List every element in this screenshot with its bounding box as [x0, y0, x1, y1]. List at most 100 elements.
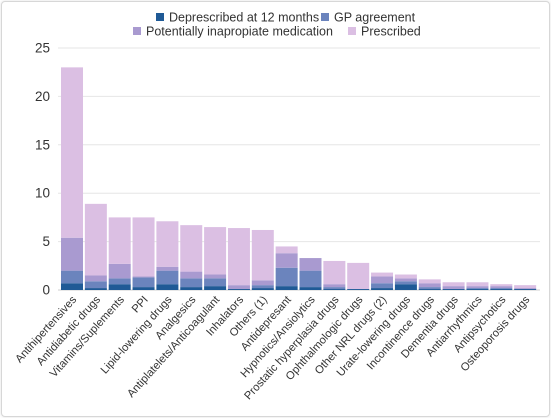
bar-stack	[275, 246, 298, 290]
bar-segment	[108, 284, 131, 290]
bar-segment	[394, 278, 417, 282]
bar-segment	[227, 289, 250, 290]
bar-segment	[61, 283, 83, 290]
bar-stack	[371, 272, 394, 290]
bar-segment	[84, 288, 107, 290]
bar-segment	[371, 272, 394, 277]
bar-segment	[108, 278, 131, 285]
bar-stack	[347, 262, 370, 290]
bar-segment	[490, 284, 513, 287]
bar-stack	[156, 221, 179, 290]
legend-label: Deprescribed at 12 months	[169, 11, 319, 25]
bar-segment	[204, 274, 227, 279]
legend-swatch	[321, 13, 329, 21]
y-tick-label: 15	[35, 137, 50, 152]
bar-segment	[371, 288, 394, 290]
y-tick-label: 10	[35, 186, 50, 201]
bar-segment	[299, 258, 322, 271]
bar-segment	[418, 287, 441, 290]
bar-stack	[490, 284, 513, 290]
bar-segment	[132, 287, 155, 290]
bar-segment	[132, 217, 155, 277]
bar-stack	[514, 285, 537, 290]
bar-stack	[132, 217, 155, 290]
bar-segment	[323, 287, 346, 290]
bar-segment	[275, 267, 298, 287]
bar-segment	[323, 260, 346, 285]
bar-segment	[323, 284, 346, 288]
legend-swatch	[348, 27, 356, 35]
bar-segment	[442, 282, 465, 287]
bar-stack	[227, 228, 250, 290]
bar-segment	[108, 217, 131, 264]
bar-segment	[275, 246, 298, 254]
bar-segment	[394, 281, 417, 285]
bar-segment	[84, 275, 107, 282]
bar-segment	[323, 289, 346, 290]
bar-segment	[418, 289, 441, 290]
bar-segment	[132, 276, 155, 278]
bar-segment	[514, 285, 537, 289]
y-tick-label: 20	[35, 89, 50, 104]
bar-segment	[204, 286, 227, 290]
bar-segment	[442, 289, 465, 290]
bar-segment	[156, 266, 179, 271]
legend-swatch	[156, 13, 164, 21]
bar-stack	[299, 258, 322, 290]
bar-segment	[132, 277, 155, 288]
bar-segment	[275, 286, 298, 290]
bar-segment	[394, 284, 417, 290]
bar-segment	[61, 270, 83, 284]
bar-stack	[251, 229, 274, 290]
bar-segment	[156, 284, 179, 290]
legend-label: Potentially inapropiate medication	[146, 25, 333, 39]
bar-stack	[394, 274, 417, 290]
legend-swatch	[133, 27, 141, 35]
y-tick-label: 0	[42, 283, 50, 298]
bar-segment	[394, 274, 417, 279]
bar-segment	[156, 221, 179, 267]
bar-segment	[61, 237, 83, 271]
bar-segment	[418, 283, 441, 288]
bar-segment	[108, 263, 131, 279]
bar-stack	[61, 67, 83, 290]
bar-segment	[84, 281, 107, 289]
y-axis: 0 5 10 15 20 25	[35, 41, 50, 298]
bar-segment	[180, 287, 203, 290]
bar-segment	[371, 283, 394, 289]
bar-segment	[418, 279, 441, 284]
bar-segment	[251, 280, 274, 286]
bar-segment	[204, 278, 227, 287]
bar-segment	[204, 227, 227, 275]
bar-segment	[347, 289, 370, 290]
bar-segment	[490, 288, 513, 290]
bar-segment	[347, 262, 370, 290]
bar-segment	[466, 288, 489, 290]
bar-stack	[180, 225, 203, 290]
bar-stack	[84, 203, 107, 290]
bars-layer	[61, 67, 537, 290]
bar-segment	[180, 271, 203, 279]
bar-segment	[466, 282, 489, 287]
bar-segment	[466, 286, 489, 289]
bar-stack	[418, 279, 441, 290]
bar-stack	[442, 282, 465, 290]
bar-segment	[299, 270, 322, 288]
bar-stack	[108, 217, 131, 290]
bar-segment	[227, 228, 250, 286]
bar-segment	[251, 229, 274, 281]
bar-stack	[204, 227, 227, 290]
bar-segment	[180, 278, 203, 288]
bar-segment	[299, 287, 322, 290]
y-tick-label: 25	[35, 41, 50, 56]
x-tick-label: PPI	[130, 294, 151, 315]
bar-segment	[61, 67, 83, 238]
bar-segment	[466, 289, 489, 290]
bar-stack	[323, 260, 346, 290]
bar-segment	[227, 285, 250, 290]
bar-segment	[442, 286, 465, 290]
legend: Deprescribed at 12 months GP agreementPot…	[133, 11, 421, 39]
bar-segment	[251, 288, 274, 290]
